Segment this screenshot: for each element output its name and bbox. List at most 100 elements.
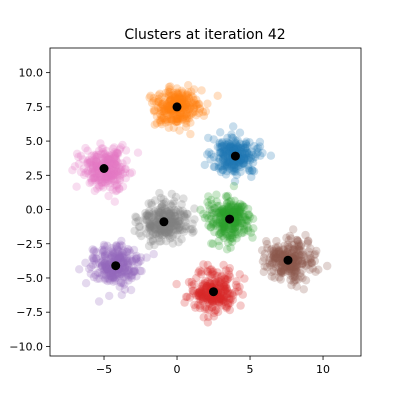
data-point xyxy=(102,265,112,274)
data-point xyxy=(223,140,232,149)
data-point xyxy=(230,203,240,212)
data-point xyxy=(90,176,100,185)
data-point xyxy=(219,282,228,292)
data-point xyxy=(196,205,205,214)
data-point xyxy=(106,175,116,184)
data-point xyxy=(108,185,117,194)
data-point xyxy=(276,267,286,276)
data-point xyxy=(253,148,262,157)
data-point xyxy=(115,176,125,185)
data-point xyxy=(116,278,126,287)
data-point xyxy=(219,146,228,156)
data-point xyxy=(97,175,107,184)
data-point xyxy=(246,154,256,163)
data-point xyxy=(209,301,218,310)
data-point xyxy=(229,160,239,169)
data-point xyxy=(147,198,156,208)
data-point xyxy=(142,229,151,238)
data-point xyxy=(165,226,174,235)
data-point xyxy=(222,199,232,208)
data-point xyxy=(166,223,176,232)
data-point xyxy=(218,226,227,235)
data-point xyxy=(218,166,228,175)
data-point xyxy=(183,102,192,112)
data-point xyxy=(225,295,234,304)
data-point xyxy=(223,153,232,162)
data-point xyxy=(175,226,184,235)
data-point xyxy=(228,201,237,210)
data-point xyxy=(219,294,228,303)
data-point xyxy=(200,304,210,314)
data-point xyxy=(290,263,299,272)
data-point xyxy=(97,261,107,270)
data-point xyxy=(255,137,265,147)
data-point xyxy=(263,244,272,253)
data-point xyxy=(228,167,237,176)
data-point xyxy=(137,266,146,276)
data-point xyxy=(92,169,102,178)
data-point xyxy=(131,212,140,221)
data-point xyxy=(113,175,122,184)
data-point xyxy=(197,270,206,279)
data-point xyxy=(231,204,241,214)
data-point xyxy=(216,284,225,293)
data-point xyxy=(215,212,224,221)
centroid-marker-3 xyxy=(159,217,169,227)
data-point xyxy=(231,208,240,217)
data-point xyxy=(112,161,121,170)
data-point xyxy=(180,97,189,106)
data-point xyxy=(100,245,109,254)
data-point xyxy=(256,151,265,160)
data-point xyxy=(178,225,187,234)
data-point xyxy=(113,148,122,158)
data-point xyxy=(234,207,243,216)
data-point xyxy=(258,148,267,158)
data-point xyxy=(219,224,228,233)
data-point xyxy=(123,267,132,276)
data-point xyxy=(101,179,111,188)
data-point xyxy=(182,213,191,223)
x-tick-label: 5 xyxy=(247,363,254,376)
data-point xyxy=(88,167,97,177)
data-point xyxy=(145,222,155,232)
data-point xyxy=(150,224,159,234)
data-point xyxy=(151,225,160,234)
data-point xyxy=(97,153,107,163)
data-point xyxy=(219,282,228,291)
data-point xyxy=(221,277,230,287)
data-point xyxy=(239,226,249,235)
data-point xyxy=(155,188,164,198)
data-point xyxy=(102,173,111,182)
data-point xyxy=(218,150,228,159)
data-point xyxy=(199,111,209,121)
data-point xyxy=(199,313,208,322)
data-point xyxy=(192,291,201,300)
data-point xyxy=(172,88,181,97)
data-point xyxy=(243,149,252,158)
data-point xyxy=(112,149,121,158)
data-point xyxy=(214,294,224,303)
data-point xyxy=(228,295,237,304)
data-point xyxy=(237,216,246,225)
data-point xyxy=(154,91,163,100)
data-point xyxy=(101,260,111,270)
data-point xyxy=(147,98,157,108)
data-point xyxy=(293,237,303,246)
data-point xyxy=(216,293,225,302)
data-point xyxy=(296,242,305,251)
data-point xyxy=(222,290,232,299)
data-point xyxy=(209,295,218,304)
data-point xyxy=(222,162,232,172)
data-point xyxy=(167,189,176,199)
data-point xyxy=(255,142,265,151)
data-point xyxy=(109,273,119,282)
data-point xyxy=(158,101,167,110)
cluster-7-points xyxy=(172,260,249,327)
data-point xyxy=(239,221,248,230)
data-point xyxy=(197,86,206,95)
data-point xyxy=(239,159,248,168)
data-point xyxy=(290,269,299,279)
data-point xyxy=(106,158,116,168)
data-point xyxy=(217,205,227,214)
data-point xyxy=(201,284,211,293)
